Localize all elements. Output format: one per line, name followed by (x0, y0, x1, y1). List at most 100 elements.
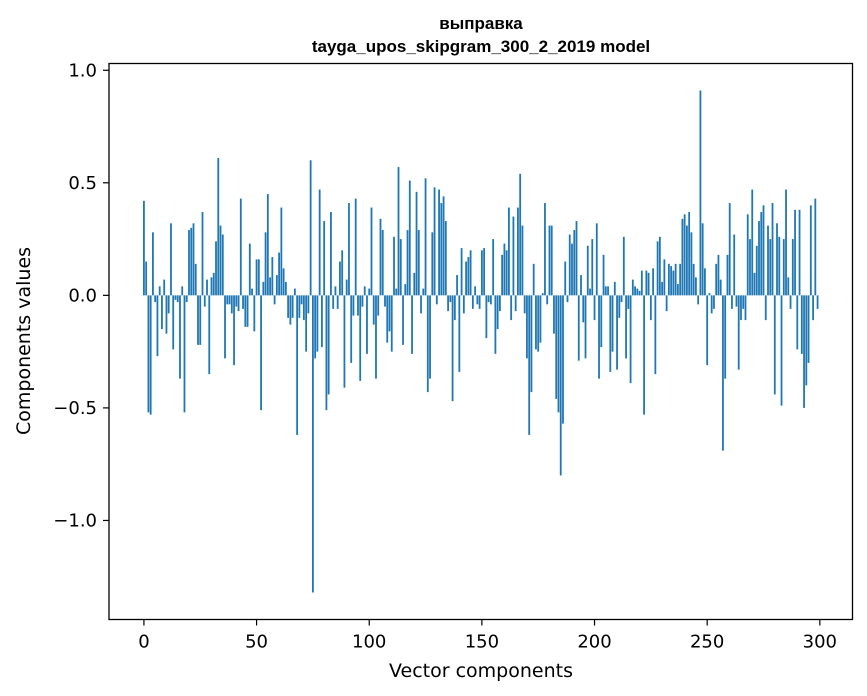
bar (433, 187, 436, 296)
bar (381, 230, 384, 296)
bar (219, 225, 222, 296)
bar (780, 295, 783, 406)
bar (656, 241, 659, 296)
bar (357, 295, 359, 316)
bar (501, 254, 504, 296)
bar (271, 257, 274, 296)
bar (814, 198, 817, 296)
bar (726, 254, 729, 296)
bar (339, 261, 341, 296)
bar (688, 212, 691, 296)
bar (156, 295, 159, 357)
bar (571, 243, 573, 296)
bar (275, 275, 278, 296)
bar (652, 268, 655, 296)
bar (465, 261, 467, 296)
bar (697, 295, 700, 305)
bar (746, 214, 749, 296)
bar (787, 277, 790, 296)
bar (201, 212, 204, 296)
bar (404, 284, 407, 296)
bar (183, 295, 186, 413)
bar (291, 295, 294, 318)
bar (307, 295, 310, 314)
bar (764, 295, 767, 321)
bar (600, 295, 603, 348)
bar (622, 236, 625, 296)
bar (616, 295, 618, 370)
bar (749, 239, 751, 296)
y-tick-label: 0.0 (68, 285, 97, 306)
bar (737, 295, 740, 370)
bar (758, 221, 760, 296)
bar (753, 272, 756, 296)
bar (212, 272, 215, 296)
bar (327, 295, 330, 395)
bar (179, 295, 181, 379)
bar (559, 295, 562, 476)
bar (399, 239, 402, 296)
bar (751, 189, 754, 296)
bar (769, 239, 772, 296)
bar (510, 295, 513, 321)
bar (523, 295, 526, 314)
bar (233, 295, 235, 366)
bar (798, 209, 801, 296)
bar (609, 295, 612, 372)
bar (305, 295, 308, 352)
bar (744, 295, 747, 321)
bar (733, 234, 736, 296)
bar (771, 203, 774, 296)
bar (411, 295, 413, 354)
bar (298, 295, 301, 318)
bar (767, 225, 769, 296)
bar (634, 286, 636, 296)
bar (528, 295, 531, 435)
bar (640, 270, 643, 296)
bar (420, 295, 422, 314)
bar (474, 286, 477, 296)
bar (348, 203, 350, 296)
bar (695, 277, 697, 296)
bar (807, 295, 810, 363)
bar (170, 223, 172, 296)
bar (683, 214, 686, 296)
bar (762, 205, 765, 296)
bar (447, 295, 449, 312)
bar (384, 295, 386, 307)
bar (728, 203, 731, 296)
bar (537, 295, 540, 352)
bar (613, 281, 616, 296)
bar (499, 295, 501, 312)
bar (541, 293, 544, 296)
bar (627, 295, 630, 309)
bar (368, 288, 371, 296)
bar (740, 295, 742, 321)
bar (469, 250, 472, 296)
bar (406, 230, 409, 296)
bar (424, 178, 427, 296)
bar (625, 295, 627, 359)
bar (251, 288, 253, 296)
bar (413, 272, 416, 296)
plot-frame (108, 62, 854, 621)
bar (785, 189, 787, 296)
bar (816, 295, 819, 309)
x-axis-ticks: 0 50 100 150 200 250 300 (138, 619, 837, 653)
bar (350, 295, 353, 363)
bar (717, 254, 720, 296)
bar (796, 295, 799, 350)
bar (217, 158, 220, 296)
y-tick-label: 0.5 (68, 173, 97, 194)
bar (431, 232, 434, 296)
bar (503, 243, 506, 296)
bar (670, 266, 673, 296)
bar (701, 223, 704, 296)
x-tick-label: 50 (245, 632, 268, 653)
bar (451, 295, 454, 402)
bar (645, 270, 648, 296)
bar (199, 295, 202, 345)
bar (282, 268, 285, 296)
bar (636, 288, 639, 296)
bar (591, 239, 594, 296)
